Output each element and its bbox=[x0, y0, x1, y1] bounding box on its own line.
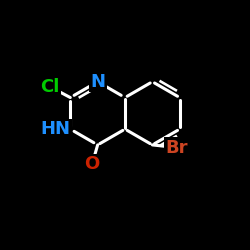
Text: Cl: Cl bbox=[40, 78, 59, 96]
Text: N: N bbox=[90, 73, 105, 91]
Text: Br: Br bbox=[166, 139, 188, 157]
Text: O: O bbox=[84, 155, 100, 173]
Text: HN: HN bbox=[40, 120, 70, 138]
